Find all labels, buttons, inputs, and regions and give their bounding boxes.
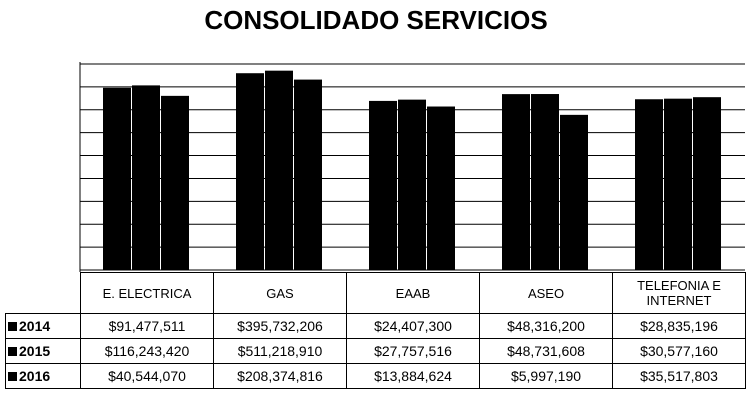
- data-table: E. ELECTRICA GAS EAAB ASEO TELEFONIA E INTER…: [5, 272, 746, 389]
- bar: [161, 95, 189, 270]
- bar: [635, 99, 663, 270]
- bar: [560, 114, 588, 270]
- chart: CONSOLIDADO SERVICIOS: [79, 5, 745, 272]
- series-row: 2016 $40,544,070 $208,374,816 $13,884,624 $5…: [5, 363, 746, 389]
- category-label: E. ELECTRICA: [80, 272, 214, 314]
- category-label: EAAB: [346, 272, 480, 314]
- bar: [103, 87, 131, 271]
- bar: [132, 85, 160, 271]
- value-label: $116,243,420: [80, 338, 214, 364]
- chart-title: CONSOLIDADO SERVICIOS: [204, 5, 547, 35]
- value-label: $395,732,206: [213, 313, 347, 339]
- value-label: $24,407,300: [346, 313, 480, 339]
- category-label: ASEO: [479, 272, 613, 314]
- value-label: $30,577,160: [612, 338, 746, 364]
- value-label: $5,997,190: [479, 363, 613, 389]
- legend-swatch: [8, 347, 17, 356]
- value-label: $35,517,803: [612, 363, 746, 389]
- bar: [531, 94, 559, 271]
- bar: [398, 99, 426, 270]
- category-label: TELEFONIA E INTERNET: [612, 272, 746, 314]
- value-label: $28,835,196: [612, 313, 746, 339]
- series-row: 2014 $91,477,511 $395,732,206 $24,407,300 $4…: [5, 313, 746, 339]
- legend-cell: 2016: [5, 363, 81, 389]
- value-label: $91,477,511: [80, 313, 214, 339]
- value-label: $27,757,516: [346, 338, 480, 364]
- legend-swatch: [8, 372, 17, 381]
- value-label: $511,218,910: [213, 338, 347, 364]
- bar: [236, 73, 264, 271]
- bar: [369, 100, 397, 270]
- bar: [693, 97, 721, 270]
- value-label: $48,731,608: [479, 338, 613, 364]
- legend-swatch: [8, 322, 17, 331]
- header-row: E. ELECTRICA GAS EAAB ASEO TELEFONIA E INTER…: [5, 272, 746, 314]
- legend-cell: 2015: [5, 338, 81, 364]
- value-label: $48,316,200: [479, 313, 613, 339]
- legend-label: 2015: [19, 343, 51, 359]
- legend-cell: 2014: [5, 313, 81, 339]
- value-label: $208,374,816: [213, 363, 347, 389]
- category-label: GAS: [213, 272, 347, 314]
- bar: [664, 98, 692, 271]
- legend-label: 2014: [19, 318, 51, 334]
- bar: [427, 106, 455, 271]
- value-label: $13,884,624: [346, 363, 480, 389]
- bar: [294, 79, 322, 270]
- bar: [265, 70, 293, 270]
- value-label: $40,544,070: [80, 363, 214, 389]
- corner-cell: [5, 272, 81, 314]
- legend-label: 2016: [19, 368, 51, 384]
- series-row: 2015 $116,243,420 $511,218,910 $27,757,516 $…: [5, 338, 746, 364]
- bar: [502, 94, 530, 270]
